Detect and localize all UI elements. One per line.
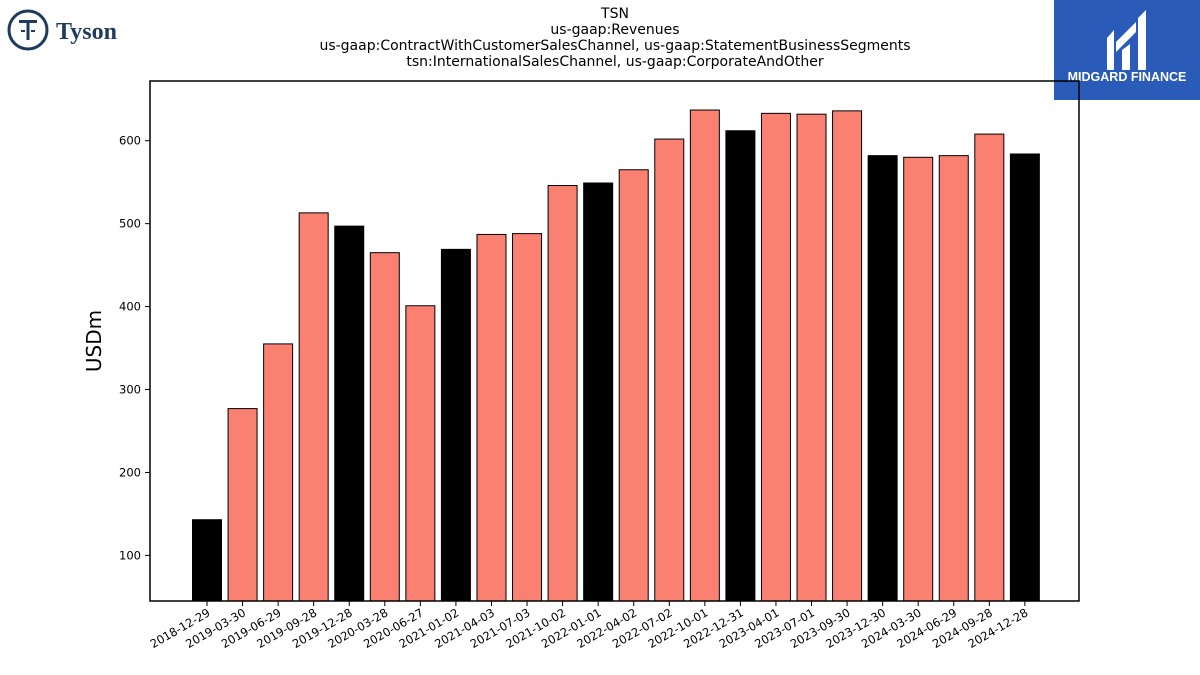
tyson-logo: Tyson <box>6 6 146 54</box>
bar-2019-03-30 <box>227 408 258 602</box>
bar-2024-03-30 <box>903 156 934 602</box>
title-line-concept: us-gaap:Revenues <box>550 22 680 38</box>
y-tick-label-400: 400 <box>119 300 141 314</box>
bar-2022-12-31 <box>725 130 756 602</box>
bar-2019-06-29 <box>263 343 294 602</box>
bar-2020-06-27 <box>405 305 436 602</box>
bar-2021-10-02 <box>547 184 578 602</box>
y-tick-label-600: 600 <box>119 134 141 148</box>
title-line-axes: us-gaap:ContractWithCustomerSalesChannel… <box>319 38 911 54</box>
bar-2024-12-28 <box>1009 153 1040 602</box>
bar-2022-07-02 <box>654 138 685 602</box>
tyson-emblem-icon <box>7 9 49 51</box>
y-tick-label-200: 200 <box>119 465 141 479</box>
bar-2024-06-29 <box>938 155 969 602</box>
midgard-wordmark: MIDGARD FINANCE <box>1068 70 1187 84</box>
y-tick-label-100: 100 <box>119 548 141 562</box>
title-line-ticker: TSN <box>601 6 629 22</box>
midgard-emblem-icon <box>1107 10 1146 70</box>
bar-2019-12-28 <box>334 225 365 602</box>
chart-title: TSN us-gaap:Revenues us-gaap:ContractWit… <box>250 6 980 70</box>
title-line-members: tsn:InternationalSalesChannel, us-gaap:C… <box>406 54 824 70</box>
bar-2018-12-29 <box>192 519 222 602</box>
bar-2021-04-03 <box>476 233 507 602</box>
bar-2019-09-28 <box>298 212 329 602</box>
bar-2024-09-28 <box>974 133 1005 602</box>
bar-2022-04-02 <box>618 169 649 602</box>
bar-2021-07-03 <box>512 233 543 602</box>
bar-2020-03-28 <box>369 252 400 602</box>
tyson-wordmark: Tyson <box>56 19 117 45</box>
bar-2023-07-01 <box>796 113 827 602</box>
y-axis-label: USDm <box>82 310 106 372</box>
bar-2021-01-02 <box>440 248 471 602</box>
bar-2023-09-30 <box>832 110 863 602</box>
plot-frame <box>149 80 1080 602</box>
y-tick-label-300: 300 <box>119 383 141 397</box>
bar-2022-10-01 <box>689 109 720 602</box>
y-tick-label-500: 500 <box>119 217 141 231</box>
bar-2023-04-01 <box>760 112 791 602</box>
bar-2022-01-01 <box>583 182 614 602</box>
bar-2023-12-30 <box>867 155 898 602</box>
